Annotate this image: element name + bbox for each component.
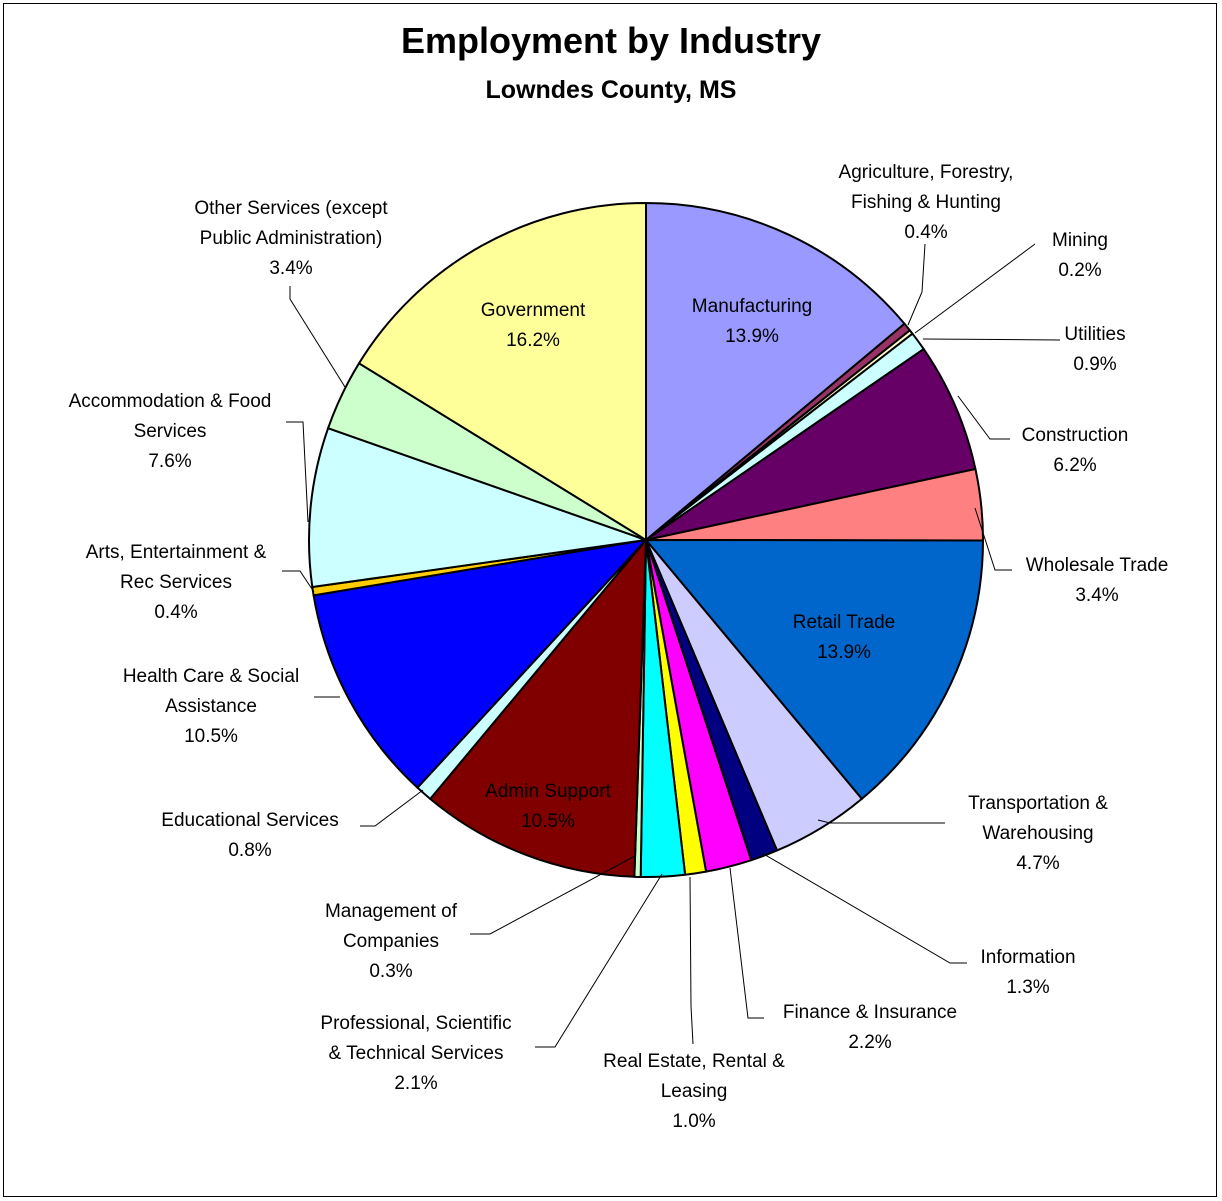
label-construction: Construction 6.2%	[1022, 425, 1129, 476]
value-label: 2.2%	[848, 1032, 891, 1053]
leader-line-educational-services	[360, 789, 424, 827]
slice-construction	[645, 348, 977, 541]
slice-labels: Manufacturing 13.9% Agriculture, Forestry,…	[69, 162, 1169, 1132]
slice-accommodation-and-food-services	[308, 427, 647, 589]
value-label: 10.5%	[184, 726, 238, 747]
value-label: 0.8%	[228, 840, 271, 861]
label-finance-and-insurance: Finance & Insurance 2.2%	[783, 1002, 957, 1053]
leader-line-finance-and-insurance	[729, 867, 764, 1019]
value-label: 0.2%	[1058, 260, 1101, 281]
value-label: 16.2%	[506, 330, 560, 351]
label-government: Government 16.2%	[481, 300, 586, 351]
slice-retail-trade	[645, 539, 984, 800]
label-management-of-companies: Management of Companies 0.3%	[325, 901, 458, 982]
label-health-care-and-social-assistance: Health Care & Social Assistance 10.5%	[123, 666, 299, 747]
chart-title: Employment by Industry	[400, 20, 822, 61]
value-label: 0.3%	[369, 961, 412, 982]
value-label: 6.2%	[1053, 455, 1096, 476]
label-agriculture-forestry-fishing-and-hunting: Agriculture, Forestry, Fishing & Hunting 0…	[839, 162, 1014, 243]
leader-line-utilities	[922, 338, 1061, 341]
leader-line-arts-entertainment-and-rec-services	[282, 570, 315, 593]
label-admin-support: Admin Support 10.5%	[485, 781, 611, 832]
label-mining: Mining 0.2%	[1052, 230, 1108, 281]
value-label: 3.4%	[269, 258, 312, 279]
chart-subtitle: Lowndes County, MS	[485, 76, 737, 104]
leader-line-transportation-and-warehousing	[817, 819, 945, 824]
leader-line-wholesale-trade	[974, 507, 1012, 571]
leader-line-other-services-except-public-administration	[289, 286, 346, 388]
value-label: 1.0%	[672, 1111, 715, 1132]
leader-line-construction	[957, 395, 1010, 440]
label-manufacturing: Manufacturing 13.9%	[692, 296, 812, 347]
label-wholesale-trade: Wholesale Trade 3.4%	[1026, 555, 1169, 606]
leader-line-accommodation-and-food-services	[286, 421, 309, 523]
label-professional-scientific-and-technical-services: Professional, Scientific & Technical Serv…	[320, 1013, 511, 1094]
label-real-estate-rental-and-leasing: Real Estate, Rental & Leasing 1.0%	[603, 1051, 785, 1132]
label-accommodation-and-food-services: Accommodation & Food Services 7.6%	[69, 391, 272, 472]
leader-line-information	[761, 852, 967, 964]
label-other-services-except-public-administration: Other Services (except Public Administrat…	[194, 198, 388, 279]
value-label: 1.3%	[1006, 977, 1049, 998]
label-arts-entertainment-and-rec-services: Arts, Entertainment & Rec Services 0.4%	[86, 542, 267, 623]
leader-lines	[282, 243, 1061, 1048]
value-label: 0.4%	[154, 602, 197, 623]
slice-health-care-and-social-assistance	[312, 539, 647, 789]
value-label: 0.9%	[1073, 354, 1116, 375]
label-retail-trade: Retail Trade 13.9%	[793, 612, 895, 663]
value-label: 10.5%	[521, 811, 575, 832]
slice-government	[358, 202, 647, 541]
label-transportation-and-warehousing: Transportation & Warehousing 4.7%	[968, 793, 1108, 874]
value-label: 2.1%	[394, 1073, 437, 1094]
label-information: Information 1.3%	[980, 947, 1075, 998]
value-label: 13.9%	[725, 326, 779, 347]
slice-admin-support	[429, 539, 647, 878]
value-label: 3.4%	[1075, 585, 1118, 606]
leader-line-mining	[914, 243, 1036, 334]
label-educational-services: Educational Services 0.8%	[161, 810, 338, 861]
leader-line-management-of-companies	[470, 855, 636, 935]
value-label: 0.4%	[904, 222, 947, 243]
value-label: 13.9%	[817, 642, 871, 663]
label-utilities: Utilities 0.9%	[1064, 324, 1125, 375]
slice-manufacturing	[645, 202, 906, 541]
leader-line-agriculture-forestry-fishing-and-hunting	[907, 243, 926, 326]
leader-line-professional-scientific-and-technical-services	[535, 873, 663, 1048]
value-label: 7.6%	[148, 451, 191, 472]
pie-slices	[308, 202, 985, 878]
leader-line-real-estate-rental-and-leasing	[689, 876, 694, 1045]
value-label: 4.7%	[1016, 853, 1059, 874]
